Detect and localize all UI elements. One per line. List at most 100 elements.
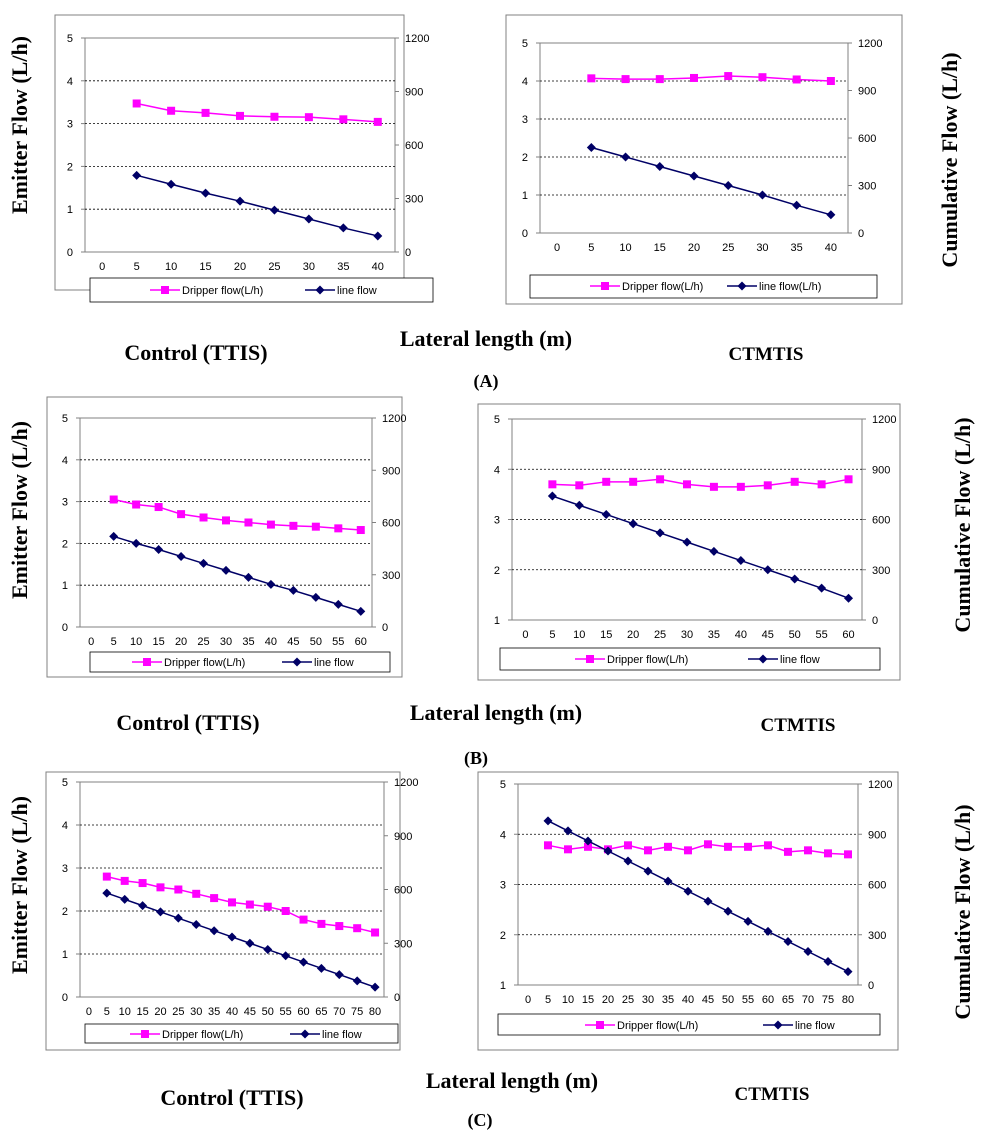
x-tick-label: 0 <box>99 261 105 273</box>
y-tick-label: 2 <box>522 152 528 164</box>
legend-entry-label: Dripper flow(L/h) <box>617 1020 698 1032</box>
dripper-flow-point <box>587 74 596 83</box>
x-tick-label: 15 <box>654 242 666 254</box>
line-flow-point <box>373 231 383 241</box>
dripper-flow-point <box>564 845 572 854</box>
y-axis-title-right: Cumulative Flow (L/h) <box>937 52 962 267</box>
line-flow-point <box>547 491 557 501</box>
x-tick-label: 15 <box>152 636 164 648</box>
dripper-flow-point <box>244 518 253 527</box>
x-tick-label: 30 <box>681 629 693 641</box>
y2-tick-label: 0 <box>382 622 388 634</box>
y-tick-label: 0 <box>62 992 68 1004</box>
y-tick-label: 2 <box>62 538 68 550</box>
line-flow-point <box>563 826 573 836</box>
dripper-flow-point <box>263 902 272 911</box>
dripper-flow-point <box>177 510 186 519</box>
line-flow-point <box>844 593 854 603</box>
y2-tick-label: 0 <box>868 980 874 992</box>
dripper-flow-point <box>120 876 129 885</box>
x-tick-label: 50 <box>789 629 801 641</box>
line-flow-point <box>209 926 219 936</box>
dripper-flow-point <box>844 850 852 859</box>
legend-entry-label: line flow <box>337 285 377 297</box>
x-tick-label: 30 <box>642 994 654 1006</box>
x-tick-label: 80 <box>369 1006 381 1018</box>
line-flow-point <box>243 572 253 582</box>
x-tick-label: 45 <box>762 629 774 641</box>
y-axis-title-left: Emitter Flow (L/h) <box>7 796 32 974</box>
legend-box <box>84 1023 399 1044</box>
legend-square-marker <box>143 658 151 666</box>
line-flow-point <box>583 836 593 846</box>
dripper-flow-point <box>201 108 210 117</box>
legend-entry-label: Dripper flow(L/h) <box>164 657 245 669</box>
line-flow-point <box>176 551 186 561</box>
dripper-flow-line <box>136 102 378 123</box>
dripper-flow-point <box>353 924 362 933</box>
dripper-flow-point <box>683 480 691 489</box>
chart-frame <box>46 396 403 678</box>
legend-entry-label: Dripper flow(L/h) <box>622 281 703 293</box>
dripper-flow-point <box>334 524 343 533</box>
y-tick-label: 1 <box>62 580 68 592</box>
y2-tick-label: 300 <box>872 565 890 577</box>
line-flow-line <box>591 146 832 216</box>
line-flow-point <box>173 913 183 923</box>
x-tick-label: 25 <box>197 636 209 648</box>
line-flow-point <box>689 171 699 181</box>
dripper-flow-point <box>210 894 219 903</box>
dripper-flow-point <box>270 112 279 121</box>
line-flow-point <box>109 531 119 541</box>
line-flow-point <box>370 982 380 992</box>
y2-tick-label: 600 <box>872 515 890 527</box>
dripper-flow-point <box>289 521 298 530</box>
y-tick-label: 0 <box>67 247 73 259</box>
line-flow-point <box>723 181 733 190</box>
line-flow-point <box>199 558 209 568</box>
line-flow-point <box>281 951 291 961</box>
dripper-flow-point <box>156 883 165 892</box>
legend-diamond-marker <box>773 1020 783 1030</box>
dripper-flow-point <box>655 75 664 84</box>
dripper-flow-point <box>339 115 348 124</box>
y2-tick-label: 300 <box>868 930 886 942</box>
x-tick-label: 25 <box>622 994 634 1006</box>
legend-square-marker <box>586 655 594 663</box>
x-tick-label: 60 <box>355 636 367 648</box>
dripper-flow-point <box>758 73 767 82</box>
line-flow-point <box>235 196 245 206</box>
line-flow-point <box>166 179 176 189</box>
dripper-flow-point <box>804 846 812 855</box>
dripper-flow-point <box>317 919 326 928</box>
dripper-flow-point <box>824 849 832 858</box>
dripper-flow-point <box>304 113 313 122</box>
y2-tick-label: 1200 <box>858 38 882 50</box>
x-tick-label: 20 <box>175 636 187 648</box>
x-tick-label: 5 <box>111 636 117 648</box>
x-tick-label: 15 <box>582 994 594 1006</box>
x-tick-label: 25 <box>654 629 666 641</box>
line-flow-line <box>552 495 849 599</box>
legend-entry-label: Dripper flow(L/h) <box>162 1029 243 1041</box>
panel-caption-control: Control (TTIS) <box>124 340 267 365</box>
x-tick-label: 20 <box>154 1006 166 1018</box>
line-flow-point <box>102 888 112 898</box>
y-tick-label: 1 <box>522 190 528 202</box>
dripper-flow-point <box>790 477 799 486</box>
y2-tick-label: 0 <box>858 228 864 240</box>
x-tick-label: 5 <box>545 994 551 1006</box>
dripper-flow-point <box>167 106 176 115</box>
y-tick-label: 1 <box>62 949 68 961</box>
y2-tick-label: 1200 <box>405 33 429 45</box>
y-tick-label: 5 <box>67 33 73 45</box>
legend-entry-label: line flow(L/h) <box>759 281 821 293</box>
x-tick-label: 75 <box>351 1006 363 1018</box>
y-tick-label: 1 <box>500 980 506 992</box>
x-tick-label: 15 <box>136 1006 148 1018</box>
line-flow-point <box>269 205 279 215</box>
